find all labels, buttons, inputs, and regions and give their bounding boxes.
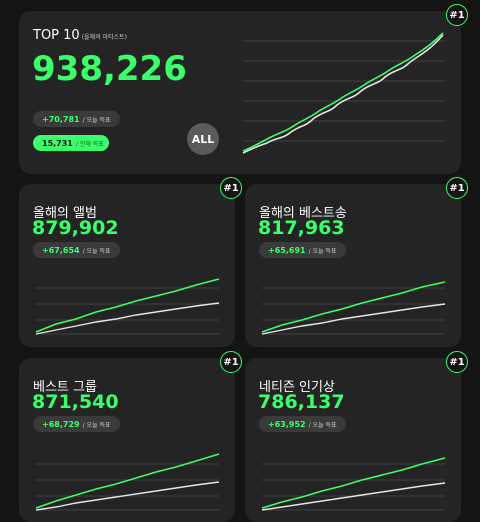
card-bestsong-title: 올해의 베스트송 (259, 206, 347, 221)
card-bestgroup-rank-badge: #1 (220, 351, 242, 373)
top10-card[interactable]: TOP 10 (올해의 아티스트) 938,226 +70,781 / 오늘 득표… (19, 11, 461, 174)
top10-delta-label: / 오늘 득표 (82, 116, 111, 124)
card-bestgroup-gridlines (36, 463, 219, 511)
top10-title-text: TOP 10 (33, 28, 80, 43)
card-bestgroup-primary-line (35, 453, 220, 509)
card-bestgroup-delta-label: / 오늘 득표 (82, 421, 111, 429)
card-bestsong-secondary-line (261, 303, 446, 335)
card-album-title: 올해의 앨범 (33, 206, 97, 221)
card-netizen-primary-line (261, 457, 446, 509)
top10-title: TOP 10 (올해의 아티스트) (33, 28, 127, 43)
top10-total: 15,731 (42, 138, 73, 148)
card-album-delta: +67,654 (42, 245, 80, 255)
card-netizen-rank-badge: #1 (446, 351, 468, 373)
card-album-secondary-line (35, 302, 220, 335)
card-bestgroup-delta-pill: +68,729 / 오늘 득표 (33, 416, 120, 432)
card-album-value: 879,902 (32, 217, 119, 239)
top10-trend-chart (242, 32, 445, 154)
top10-primary-line (242, 32, 444, 152)
card-bestgroup[interactable]: 베스트 그룹 871,540 +68,729 / 오늘 득표 (19, 358, 235, 522)
card-netizen-secondary-line (261, 482, 446, 511)
top10-delta-pill: +70,781 / 오늘 득표 (33, 111, 120, 127)
card-netizen-delta: +63,952 (268, 419, 306, 429)
all-button[interactable]: ALL (187, 123, 219, 155)
card-bestsong[interactable]: 올해의 베스트송 817,963 +65,691 / 오늘 득표 (245, 184, 461, 347)
card-bestgroup-delta: +68,729 (42, 419, 80, 429)
top10-value: 938,226 (32, 49, 187, 89)
card-album-gridlines (36, 287, 219, 335)
card-album-delta-pill: +67,654 / 오늘 득표 (33, 242, 120, 258)
card-bestgroup-secondary-line (35, 481, 220, 511)
top10-secondary-line (242, 34, 444, 154)
card-netizen-value: 786,137 (258, 391, 345, 413)
card-netizen-delta-label: / 오늘 득표 (308, 421, 337, 429)
card-bestgroup-value: 871,540 (32, 391, 119, 413)
card-bestsong-gridlines (262, 287, 445, 335)
card-bestgroup-chart (35, 453, 220, 511)
top10-rank-badge: #1 (446, 4, 468, 26)
card-netizen-title: 네티즌 인기상 (259, 380, 335, 395)
card-bestsong-rank-badge: #1 (446, 177, 468, 199)
card-bestsong-value: 817,963 (258, 217, 345, 239)
top10-subtitle: (올해의 아티스트) (81, 34, 127, 41)
card-album-primary-line (35, 278, 220, 333)
card-bestgroup-title: 베스트 그룹 (33, 380, 97, 395)
top10-gridlines (243, 40, 445, 142)
card-bestsong-chart (261, 281, 446, 335)
card-netizen[interactable]: 네티즌 인기상 786,137 +63,952 / 오늘 득표 (245, 358, 461, 522)
top10-total-label: / 전체 득표 (75, 140, 104, 148)
card-bestsong-primary-line (261, 281, 446, 333)
card-album-rank-badge: #1 (220, 177, 242, 199)
card-album-chart (35, 278, 220, 335)
card-netizen-chart (261, 457, 446, 511)
top10-total-pill: 15,731 / 전체 득표 (33, 135, 109, 151)
card-bestsong-delta-label: / 오늘 득표 (308, 247, 337, 255)
card-netizen-delta-pill: +63,952 / 오늘 득표 (259, 416, 346, 432)
card-bestsong-delta-pill: +65,691 / 오늘 득표 (259, 242, 346, 258)
card-album[interactable]: 올해의 앨범 879,902 +67,654 / 오늘 득표 (19, 184, 235, 347)
card-bestsong-delta: +65,691 (268, 245, 306, 255)
top10-delta: +70,781 (42, 114, 80, 124)
card-album-delta-label: / 오늘 득표 (82, 247, 111, 255)
